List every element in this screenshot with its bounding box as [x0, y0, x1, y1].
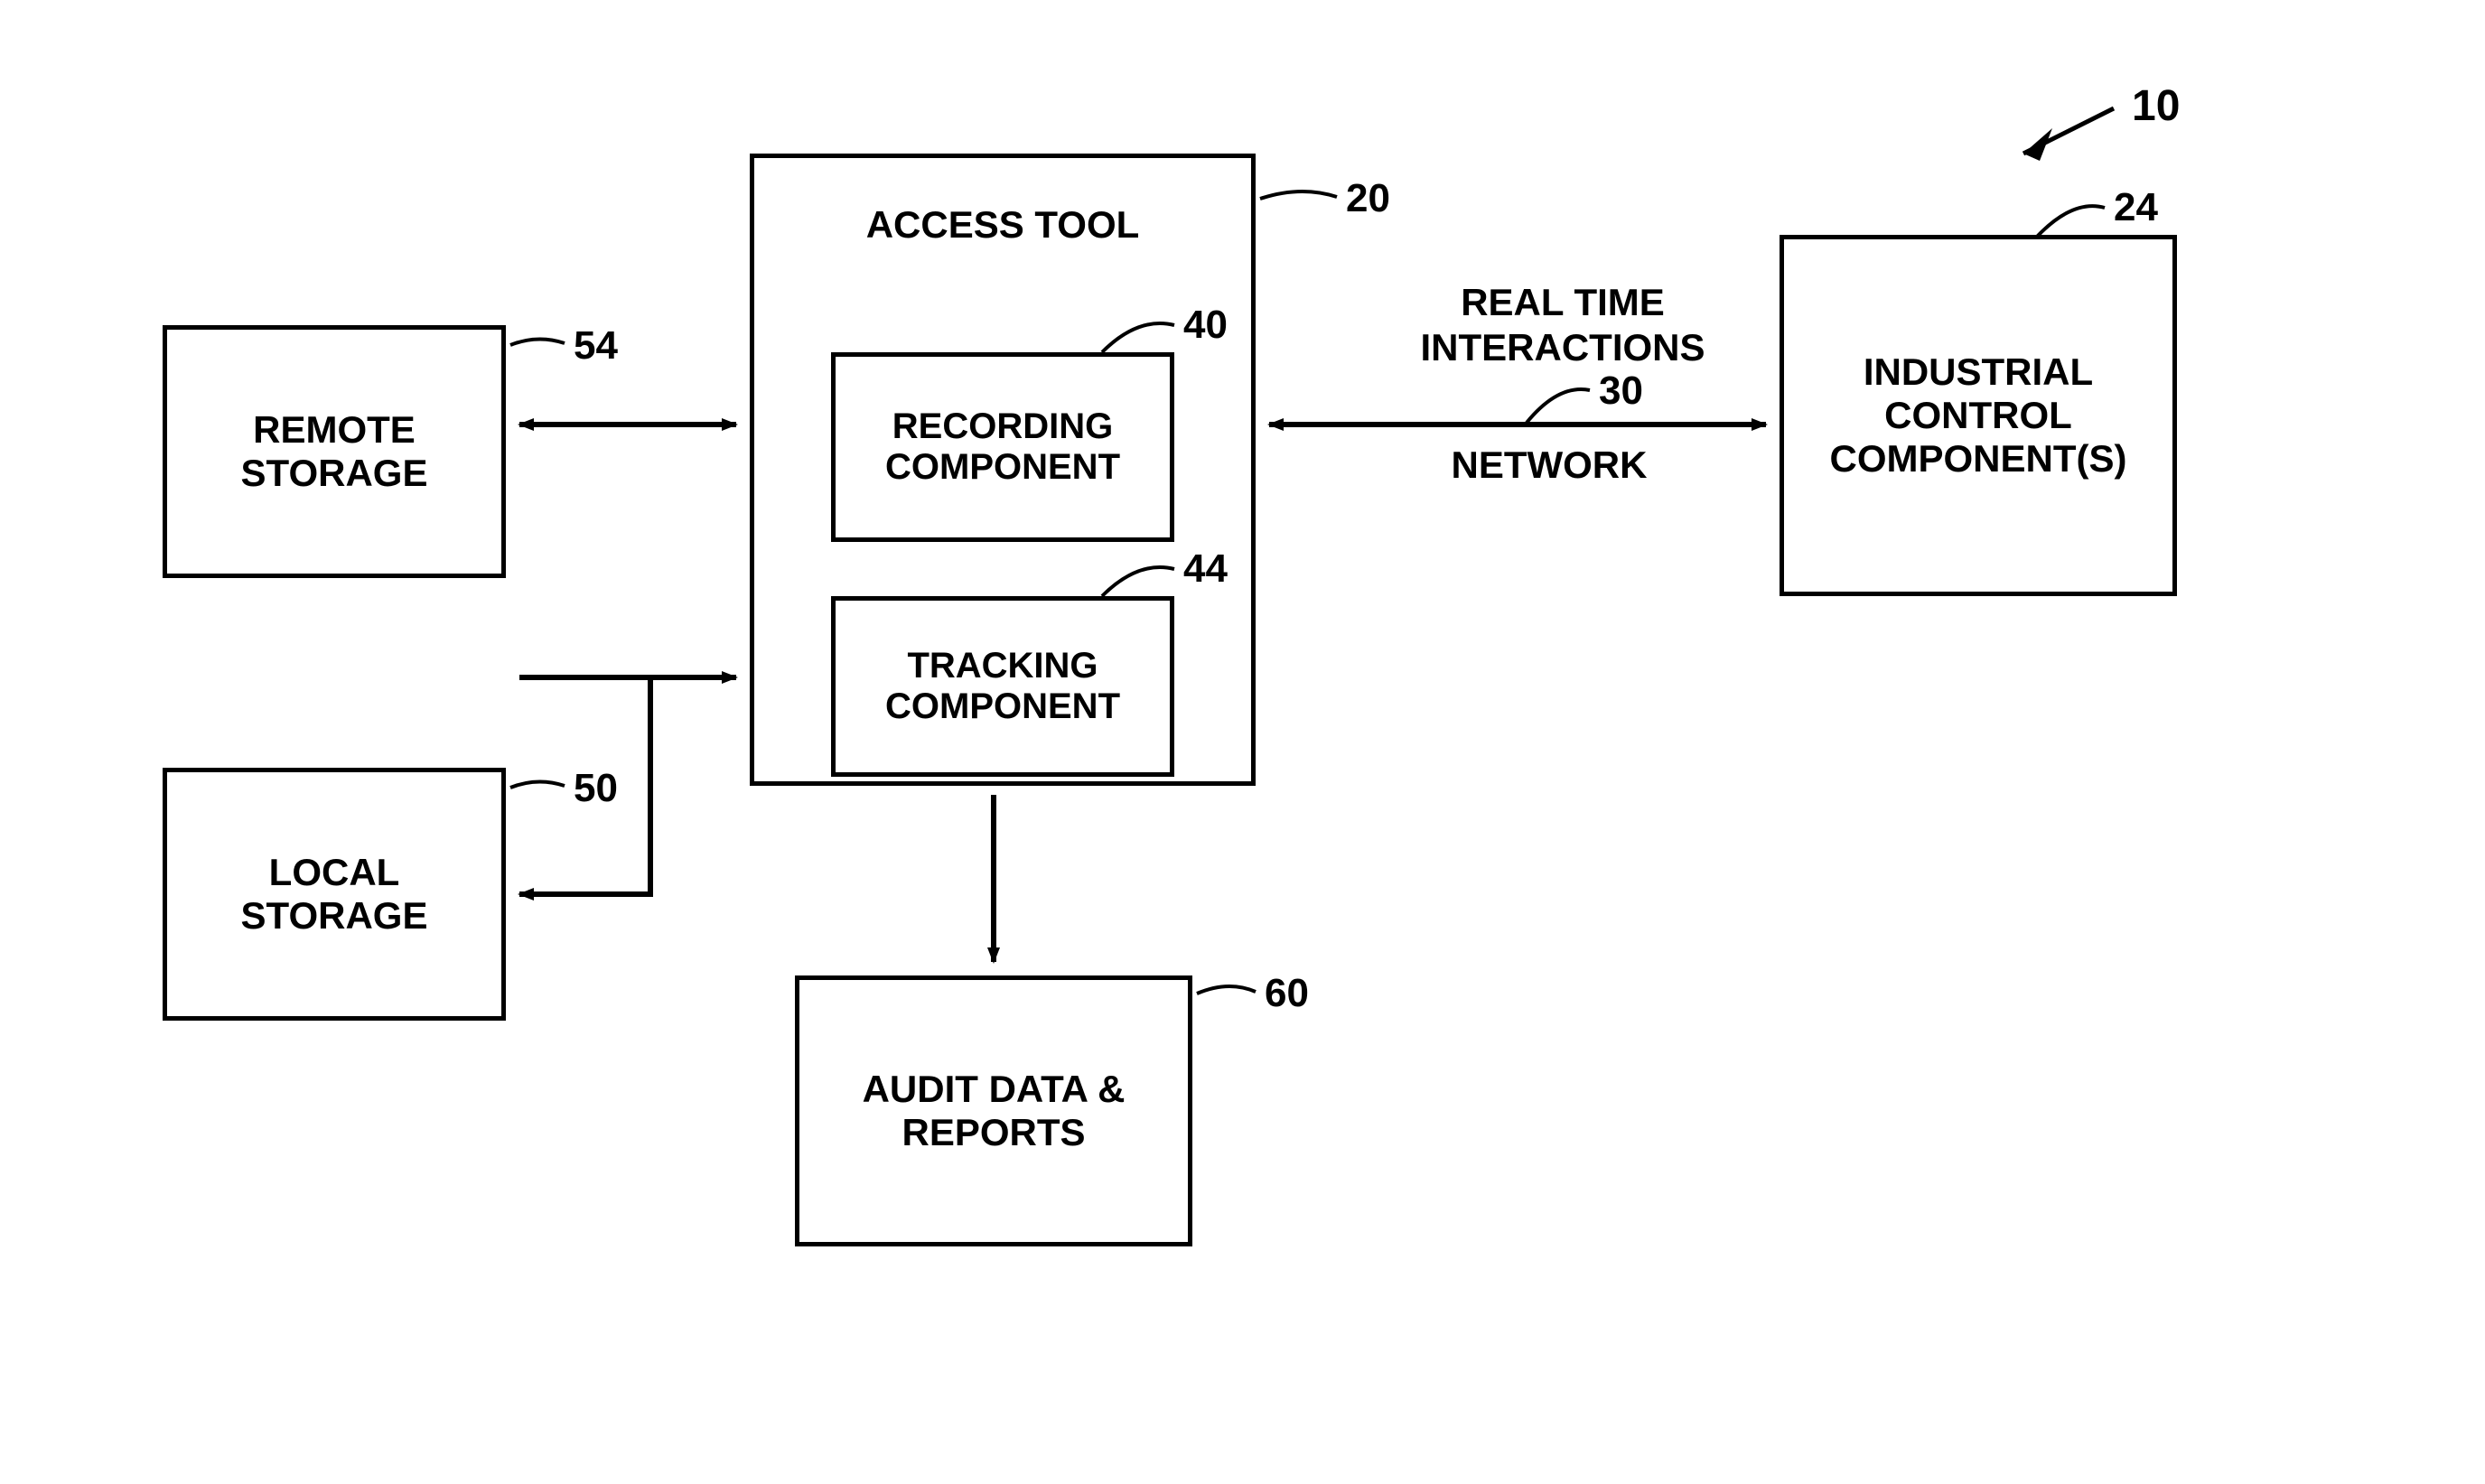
recording-component-label: RECORDING COMPONENT [885, 406, 1120, 488]
remote-storage-label: REMOTE STORAGE [241, 408, 428, 495]
local-storage-box: LOCAL STORAGE [163, 768, 506, 1021]
tracking-component-label: TRACKING COMPONENT [885, 646, 1120, 727]
recording-component-box: RECORDING COMPONENT [831, 352, 1174, 542]
remote-storage-ref: 54 [574, 323, 618, 369]
network-ref: 30 [1599, 369, 1643, 414]
audit-label: AUDIT DATA & REPORTS [863, 1068, 1126, 1154]
industrial-label: INDUSTRIAL CONTROL COMPONENT(S) [1830, 350, 2127, 481]
local-storage-label: LOCAL STORAGE [241, 851, 428, 938]
tracking-component-ref: 44 [1183, 546, 1228, 592]
audit-ref: 60 [1265, 971, 1309, 1016]
access-tool-ref: 20 [1346, 176, 1390, 221]
industrial-box: INDUSTRIAL CONTROL COMPONENT(S) [1780, 235, 2177, 596]
interactions-label: REAL TIME INTERACTIONS [1391, 280, 1734, 371]
remote-storage-box: REMOTE STORAGE [163, 325, 506, 578]
tracking-component-box: TRACKING COMPONENT [831, 596, 1174, 777]
audit-box: AUDIT DATA & REPORTS [795, 975, 1192, 1246]
network-label: NETWORK [1414, 443, 1685, 488]
industrial-ref: 24 [2114, 185, 2158, 230]
recording-component-ref: 40 [1183, 303, 1228, 348]
figure-ref: 10 [2132, 81, 2180, 131]
access-tool-label: ACCESS TOOL [866, 203, 1140, 247]
local-storage-ref: 50 [574, 766, 618, 811]
